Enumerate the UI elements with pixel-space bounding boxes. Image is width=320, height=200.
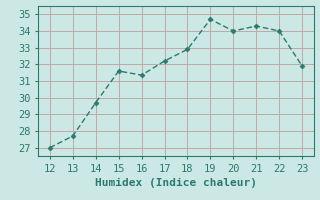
X-axis label: Humidex (Indice chaleur): Humidex (Indice chaleur) — [95, 178, 257, 188]
